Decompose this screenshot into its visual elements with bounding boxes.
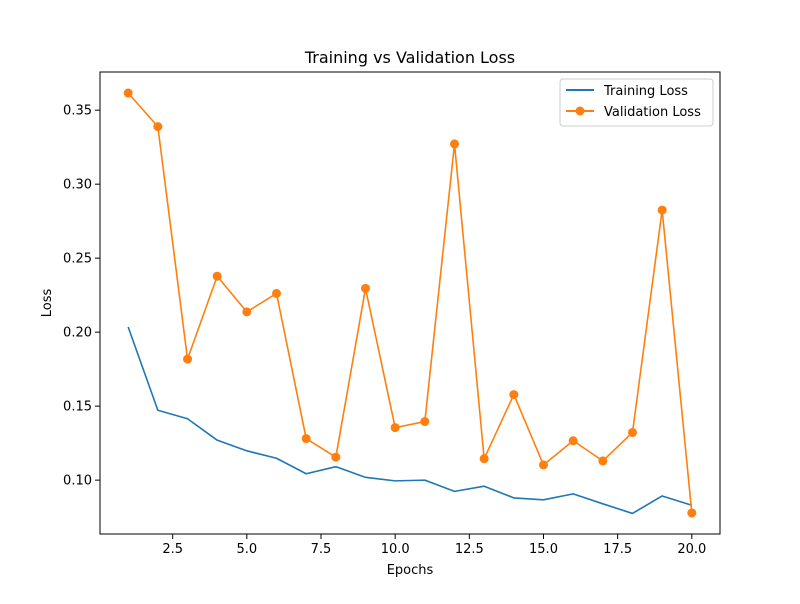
chart-title: Training vs Validation Loss [304,48,515,67]
data-point-validation-loss [212,271,222,281]
series-line-training-loss [127,326,693,515]
data-point-validation-loss [598,456,608,466]
data-point-validation-loss [331,452,341,462]
x-tick-label: 5.0 [236,542,257,557]
data-point-validation-loss [627,427,637,437]
data-point-validation-loss [479,454,489,464]
legend: Training Loss Validation Loss [559,78,714,127]
x-tick-label: 17.5 [603,542,632,557]
y-tick-label: 0.20 [63,326,92,341]
data-point-validation-loss [390,423,400,433]
y-axis: 0.10 0.15 0.20 0.25 0.30 0.35 [63,104,100,489]
y-tick-label: 0.25 [63,252,92,267]
data-point-validation-loss [361,283,371,293]
data-point-validation-loss [568,436,578,446]
legend-label-validation-loss: Validation Loss [604,105,701,120]
y-tick-label: 0.35 [63,104,92,119]
data-point-validation-loss [687,508,697,518]
data-point-validation-loss [301,434,311,444]
legend-label-training-loss: Training Loss [603,84,688,99]
data-point-validation-loss [509,390,519,400]
data-point-validation-loss [657,205,667,215]
x-tick-label: 20.0 [677,542,706,557]
data-point-validation-loss [449,139,459,149]
data-point-validation-loss [153,122,163,132]
x-tick-label: 10.0 [381,542,410,557]
legend-marker-validation-loss [575,106,585,116]
data-point-validation-loss [420,417,430,427]
x-tick-label: 15.0 [529,542,558,557]
data-point-validation-loss [538,460,548,470]
plot-area [100,72,720,534]
x-tick-label: 7.5 [311,542,332,557]
data-point-validation-loss [183,354,193,364]
y-axis-label: Loss [40,289,55,318]
data-point-validation-loss [242,307,252,317]
y-tick-label: 0.30 [63,178,92,193]
y-tick-label: 0.10 [63,474,92,489]
data-point-validation-loss [123,88,133,98]
plot-frame [99,71,721,535]
x-axis-label: Epochs [387,563,434,578]
data-point-validation-loss [272,288,282,298]
y-tick-label: 0.15 [63,400,92,415]
x-tick-label: 12.5 [455,542,484,557]
x-tick-label: 2.5 [162,542,183,557]
series-line-validation-loss [127,92,693,514]
legend-box [559,78,714,127]
series-layer [123,88,697,518]
x-axis: 2.5 5.0 7.5 10.0 12.5 15.0 17.5 20.0 [162,534,706,557]
